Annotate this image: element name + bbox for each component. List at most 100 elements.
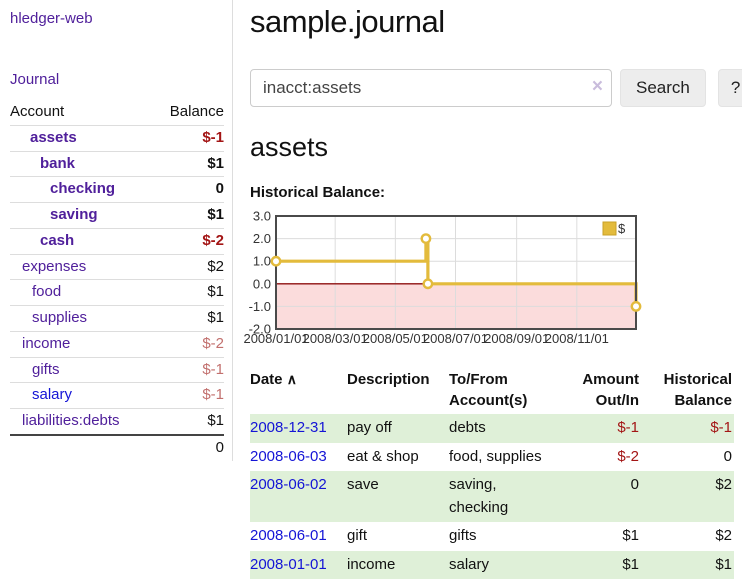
sort-ascending-icon: ∧ — [286, 370, 297, 387]
svg-text:1.0: 1.0 — [253, 253, 271, 268]
journal-link[interactable]: Journal — [10, 71, 60, 88]
transaction-accounts: salary — [449, 550, 551, 580]
search-form: × Search ? — [250, 68, 742, 107]
account-balance: $-1 — [153, 382, 224, 409]
svg-text:0.0: 0.0 — [253, 276, 271, 291]
account-balance: $1 — [153, 305, 224, 332]
transaction-description: pay off — [347, 414, 449, 443]
transaction-row[interactable]: 2008-06-02 save saving, checking 0 $2 — [250, 471, 734, 523]
legend-label: $ — [618, 221, 626, 236]
account-link-assets[interactable]: assets — [30, 128, 77, 146]
transaction-balance: $1 — [641, 550, 734, 580]
sidebar: hledger-web Journal Account Balance asse… — [0, 0, 233, 461]
account-row: salary $-1 — [10, 382, 224, 409]
account-link-salary[interactable]: salary — [32, 386, 73, 404]
svg-text:-2.0: -2.0 — [249, 321, 271, 336]
accounts-header-row: Account Balance — [10, 100, 224, 126]
historical-balance-chart[interactable]: 3.0 2.0 1.0 0.0 -1.0 -2.0 2008/01/01 2008/03/01… — [243, 208, 742, 350]
svg-text:2008/01/01: 2008/01/01 — [243, 331, 308, 346]
account-balance: $-1 — [153, 125, 224, 152]
account-link-saving[interactable]: saving — [50, 206, 98, 223]
transaction-date-link[interactable]: 2008-06-01 — [250, 527, 327, 545]
account-balance: $1 — [207, 412, 224, 429]
account-link-supplies[interactable]: supplies — [32, 309, 88, 326]
svg-text:2008/05/01: 2008/05/01 — [363, 331, 428, 346]
svg-text:2008/03/01: 2008/03/01 — [303, 331, 368, 346]
account-row: food $1 — [10, 279, 224, 306]
svg-text:2.0: 2.0 — [253, 231, 271, 246]
main-content: sample.journal × Search ? assets Histori… — [233, 0, 742, 580]
account-link-liabilities-debts[interactable]: liabilities:debts — [22, 412, 120, 429]
account-link-cash[interactable]: cash — [40, 231, 75, 249]
transaction-balance: $2 — [715, 527, 732, 545]
transaction-description: gift — [347, 527, 368, 545]
transaction-accounts: gifts — [449, 527, 477, 545]
account-row: cash $-2 — [10, 228, 224, 255]
transaction-row[interactable]: 2008-06-03 eat & shop food, supplies $-2 0 — [250, 443, 734, 472]
accounts-total-row: 0 — [10, 433, 224, 461]
transaction-date-link[interactable]: 2008-01-01 — [250, 555, 327, 573]
account-balance: $1 — [153, 279, 224, 306]
transaction-description: eat & shop — [347, 447, 419, 465]
transactions-table: Date ∧ Description To/From Account(s) Am… — [250, 367, 734, 580]
transaction-amount: $-2 — [617, 447, 639, 465]
col-accounts: To/From Account(s) — [449, 370, 528, 410]
data-point-marker — [630, 300, 642, 312]
data-point-marker — [270, 255, 282, 267]
transaction-date-link[interactable]: 2008-06-02 — [250, 476, 327, 494]
chart-border — [275, 214, 637, 330]
app-title-link[interactable]: hledger-web — [10, 10, 93, 27]
col-amount: Amount Out/In — [582, 370, 639, 410]
account-link-income[interactable]: income — [22, 334, 71, 352]
account-row: gifts $-1 — [10, 357, 224, 384]
search-input[interactable] — [250, 68, 612, 107]
transaction-description: income — [347, 550, 449, 580]
transaction-row[interactable]: 2008-06-01 gift gifts $1 $2 — [250, 522, 734, 551]
svg-text:2008/07/01: 2008/07/01 — [423, 331, 488, 346]
data-point-marker — [422, 278, 434, 289]
accounts-table: Account Balance assets $-1 bank $1 checking 0… — [10, 100, 224, 461]
account-balance: 0 — [153, 176, 224, 203]
svg-text:2008/09/01: 2008/09/01 — [484, 331, 549, 346]
help-button[interactable]: ? — [717, 68, 742, 107]
transaction-accounts: food, supplies — [449, 447, 542, 465]
transaction-date-link[interactable]: 2008-06-03 — [250, 447, 327, 465]
account-link-checking[interactable]: checking — [50, 180, 116, 198]
account-row: saving $1 — [10, 202, 224, 229]
account-link-food[interactable]: food — [32, 283, 62, 301]
svg-text:-1.0: -1.0 — [249, 299, 271, 314]
account-heading: assets — [250, 131, 329, 162]
svg-text:3.0: 3.0 — [253, 208, 271, 223]
accounts-header-account: Account — [10, 100, 154, 126]
col-description: Description — [347, 370, 430, 388]
transaction-date-link[interactable]: 2008-12-31 — [250, 419, 327, 437]
transaction-amount: $1 — [551, 550, 641, 580]
data-point-marker — [420, 232, 432, 244]
account-link-gifts[interactable]: gifts — [32, 360, 60, 378]
legend-swatch — [602, 221, 617, 236]
account-link-expenses[interactable]: expenses — [22, 257, 87, 275]
account-link-bank[interactable]: bank — [40, 154, 76, 172]
page-title: sample.journal — [250, 4, 445, 39]
transaction-accounts: saving, checking — [449, 471, 551, 523]
account-balance: $1 — [153, 151, 224, 178]
transaction-row[interactable]: 2008-01-01 income salary $1 $1 — [250, 550, 734, 580]
account-row: supplies $1 — [10, 305, 224, 332]
col-balance: Historical Balance — [663, 370, 732, 410]
transaction-amount: $-1 — [551, 414, 641, 443]
col-date[interactable]: Date ∧ — [250, 370, 297, 388]
clear-search-icon[interactable]: × — [591, 75, 603, 97]
account-balance: $-1 — [153, 357, 224, 384]
transaction-description: save — [347, 471, 449, 523]
transaction-amount: $1 — [622, 527, 639, 545]
transaction-row[interactable]: 2008-12-31 pay off debts $-1 $-1 — [250, 414, 734, 443]
transaction-amount: 0 — [551, 471, 641, 523]
transaction-balance: 0 — [723, 447, 732, 465]
sidebar-item-journal: Journal — [10, 71, 224, 88]
accounts-header-balance: Balance — [153, 100, 224, 126]
account-row: income $-2 — [10, 331, 224, 358]
search-button[interactable]: Search — [620, 68, 706, 107]
transaction-accounts: debts — [449, 414, 551, 443]
account-row: expenses $2 — [10, 254, 224, 281]
